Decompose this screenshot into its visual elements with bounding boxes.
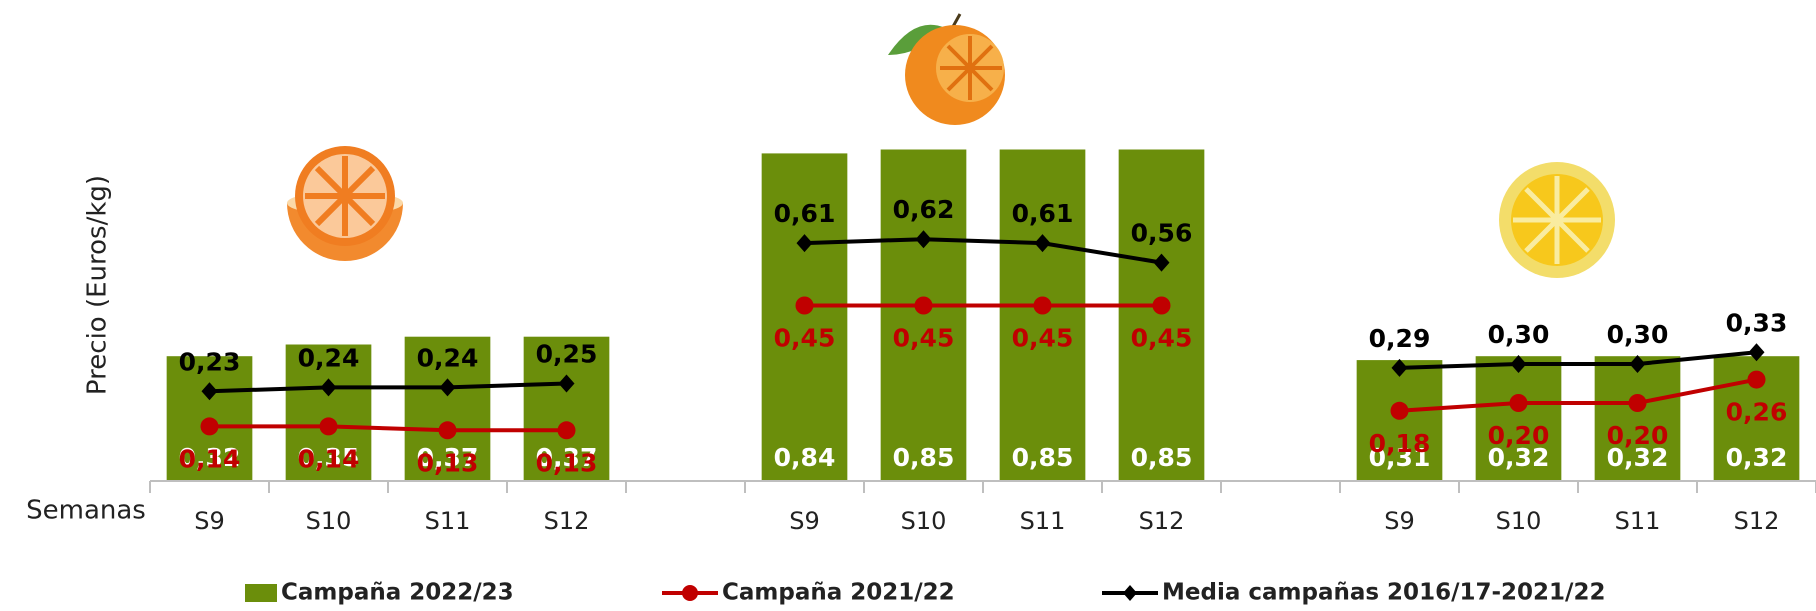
data-label: 0,18 [1369, 429, 1431, 458]
data-label: 0,31 [1369, 443, 1431, 472]
bar [999, 149, 1086, 481]
data-label: 0,24 [417, 343, 479, 372]
legend-item: Campaña 2021/22 [662, 580, 955, 606]
bar [523, 336, 610, 481]
data-label: 0,56 [1131, 219, 1193, 248]
orange-icon [287, 146, 403, 261]
marker [558, 374, 575, 393]
bar [285, 344, 372, 481]
legend-marker [682, 585, 698, 601]
marker [1034, 234, 1051, 253]
bar [1594, 356, 1681, 481]
y-axis-label: Precio (Euros/kg) [83, 175, 113, 395]
bar [1118, 149, 1205, 481]
data-label: 0,20 [1488, 421, 1550, 450]
data-label: 0,61 [1012, 199, 1074, 228]
marker [1153, 253, 1170, 272]
data-label: 0,62 [893, 195, 955, 224]
marker [1391, 358, 1408, 377]
data-label: 0,35 [298, 443, 360, 472]
marker [557, 421, 576, 440]
bar [880, 149, 967, 481]
data-label: 0,14 [298, 444, 360, 473]
marker [200, 417, 219, 436]
marker [1033, 296, 1052, 315]
marker [914, 296, 933, 315]
marker [1510, 355, 1527, 373]
x-tick-label: S9 [1384, 507, 1415, 535]
data-label: 0,33 [1726, 308, 1788, 337]
data-label: 0,29 [1369, 324, 1431, 353]
lemon-icon [1499, 162, 1615, 278]
bar [404, 336, 491, 481]
x-tick-label: S12 [544, 507, 590, 535]
x-tick-label: S11 [1615, 507, 1661, 535]
x-tick-label: S11 [425, 507, 471, 535]
data-label: 0,45 [1131, 324, 1193, 353]
legend-label: Campaña 2022/23 [281, 580, 514, 606]
x-tick-label: S9 [194, 507, 225, 535]
legend-swatch [245, 584, 277, 602]
marker [1152, 296, 1171, 315]
marker [320, 378, 337, 397]
data-label: 0,25 [536, 340, 598, 369]
marker [1748, 343, 1765, 362]
data-label: 0,85 [893, 443, 955, 472]
legend-item: Media campañas 2016/17-2021/22 [1102, 580, 1605, 606]
x-tick-label: S10 [306, 507, 352, 535]
line [209, 237, 1757, 394]
data-label: 0,32 [1607, 443, 1669, 472]
data-label: 0,45 [1012, 324, 1074, 353]
data-label: 0,61 [774, 199, 836, 228]
legend-marker [1123, 585, 1137, 601]
marker [438, 421, 457, 440]
data-label: 0,14 [179, 444, 241, 473]
data-label: 0,13 [536, 448, 598, 477]
bar [761, 153, 848, 481]
data-label: 0,13 [417, 448, 479, 477]
data-label: 0,37 [417, 443, 479, 472]
data-label: 0,30 [1607, 320, 1669, 349]
marker [795, 296, 814, 315]
marker [1629, 355, 1646, 373]
x-tick-label: S9 [789, 507, 820, 535]
marker [1747, 370, 1766, 389]
data-label: 0,23 [179, 347, 241, 376]
legend-label: Media campañas 2016/17-2021/22 [1162, 580, 1605, 606]
x-tick-label: S10 [1496, 507, 1542, 535]
legend-label: Campaña 2021/22 [722, 580, 955, 606]
data-label: 0,20 [1607, 421, 1669, 450]
x-tick-label: S12 [1734, 507, 1780, 535]
x-axis-label: Semanas [26, 496, 146, 526]
data-label: 0,45 [774, 324, 836, 353]
x-tick-label: S11 [1020, 507, 1066, 535]
marker [796, 234, 813, 253]
marker [201, 382, 218, 401]
data-label: 0,30 [1488, 320, 1550, 349]
line [209, 303, 1757, 433]
data-label: 0,37 [536, 443, 598, 472]
data-label: 0,85 [1131, 443, 1193, 472]
x-tick-label: S12 [1139, 507, 1185, 535]
tangerine-icon [888, 13, 1005, 125]
data-label: 0,24 [298, 343, 360, 372]
legend-item: Campaña 2022/23 [245, 580, 514, 606]
data-label: 0,84 [774, 443, 836, 472]
marker [1509, 394, 1528, 412]
data-label: 0,32 [1488, 443, 1550, 472]
bar [1475, 356, 1562, 481]
marker [439, 378, 456, 397]
data-label: 0,32 [179, 443, 241, 472]
marker [1390, 401, 1409, 420]
data-label: 0,32 [1726, 443, 1788, 472]
bar [1356, 360, 1443, 481]
marker [1628, 394, 1647, 412]
x-tick-label: S10 [901, 507, 947, 535]
data-label: 0,45 [893, 324, 955, 353]
data-label: 0,26 [1726, 398, 1788, 427]
marker [319, 417, 338, 436]
data-label: 0,85 [1012, 443, 1074, 472]
marker [915, 230, 932, 249]
